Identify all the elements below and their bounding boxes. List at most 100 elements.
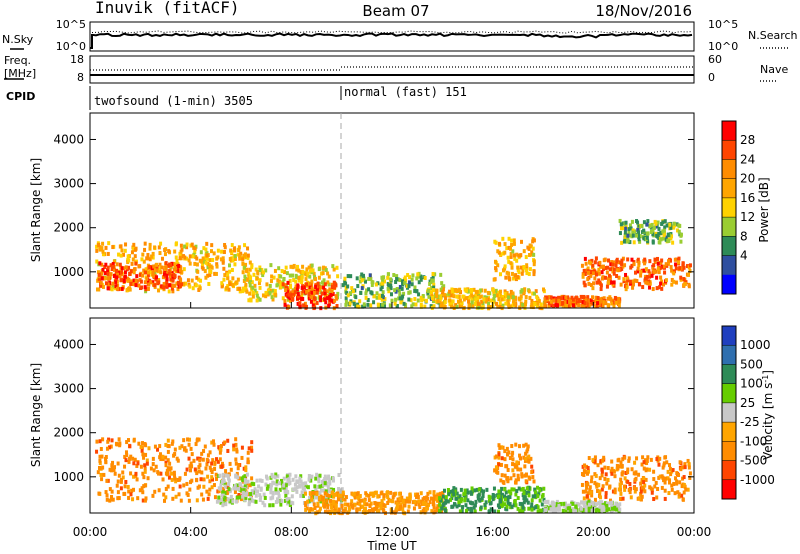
- data-cell: [289, 285, 293, 290]
- data-cell: [417, 280, 421, 285]
- data-cell: [679, 275, 683, 280]
- data-cell: [426, 491, 430, 496]
- data-cell: [413, 285, 417, 290]
- data-cell: [255, 298, 259, 303]
- data-cell: [129, 454, 133, 459]
- data-cell: [228, 269, 232, 274]
- data-cell: [166, 466, 170, 471]
- data-cell: [226, 448, 230, 453]
- data-cell: [283, 498, 287, 503]
- data-cell: [656, 220, 660, 225]
- data-cell: [253, 487, 257, 492]
- data-cell: [142, 484, 146, 489]
- data-cell: [471, 294, 475, 299]
- data-cell: [97, 287, 101, 292]
- data-cell: [627, 487, 631, 492]
- data-cell: [285, 497, 289, 502]
- data-cell: [101, 284, 105, 289]
- data-cell: [604, 494, 608, 499]
- data-cell: [233, 262, 237, 267]
- data-cell: [612, 280, 616, 285]
- data-cell: [110, 438, 114, 443]
- data-cell: [627, 456, 631, 461]
- data-cell: [245, 267, 249, 272]
- data-cell: [160, 265, 164, 270]
- data-cell: [299, 479, 303, 484]
- data-cell: [624, 233, 628, 238]
- data-cell: [443, 293, 447, 298]
- data-cell: [484, 500, 488, 505]
- time-tick-label: 12:00: [375, 525, 410, 539]
- data-cell: [609, 262, 613, 267]
- data-cell: [295, 479, 299, 484]
- data-cell: [104, 281, 108, 286]
- data-cell: [106, 286, 110, 291]
- data-cell: [503, 250, 507, 255]
- data-cell: [424, 506, 428, 511]
- data-cell: [331, 291, 335, 296]
- data-cell: [653, 259, 657, 264]
- data-cell: [322, 278, 326, 283]
- data-cell: [509, 254, 513, 259]
- data-cell: [589, 509, 593, 514]
- data-cell: [336, 274, 340, 279]
- data-cell: [628, 490, 632, 495]
- data-cell: [599, 297, 603, 302]
- data-cell: [299, 493, 303, 498]
- data-cell: [441, 287, 445, 292]
- data-cell: [304, 277, 308, 282]
- data-cell: [676, 490, 680, 495]
- colorbar-swatch: [722, 274, 736, 295]
- data-cell: [531, 239, 535, 244]
- data-cell: [143, 466, 147, 471]
- data-cell: [143, 469, 147, 474]
- data-cell: [243, 265, 247, 270]
- data-cell: [407, 504, 411, 509]
- cpid-mode-1: twofsound (1-min) 3505: [94, 94, 253, 108]
- data-cell: [467, 299, 471, 304]
- data-cell: [320, 291, 324, 296]
- data-cell: [646, 219, 650, 224]
- data-cell: [522, 290, 526, 295]
- data-cell: [688, 263, 692, 268]
- data-cell: [259, 495, 263, 500]
- data-cell: [348, 507, 352, 512]
- data-cell: [336, 291, 340, 296]
- data-cell: [527, 493, 531, 498]
- data-cell: [389, 277, 393, 282]
- data-cell: [151, 271, 155, 276]
- data-cell: [448, 289, 452, 294]
- data-cell: [105, 493, 109, 498]
- data-cell: [626, 238, 630, 243]
- data-cell: [101, 465, 105, 470]
- data-cell: [670, 282, 674, 287]
- data-cell: [341, 492, 345, 497]
- data-cell: [443, 304, 447, 309]
- data-cell: [217, 488, 221, 493]
- data-cell: [400, 498, 404, 503]
- data-cell: [585, 471, 589, 476]
- data-cell: [479, 505, 483, 510]
- data-cell: [516, 496, 520, 501]
- data-cell: [373, 490, 377, 495]
- data-cell: [451, 488, 455, 493]
- data-cell: [96, 470, 100, 475]
- data-cell: [371, 280, 375, 285]
- data-cell: [457, 288, 461, 293]
- data-cell: [555, 507, 559, 512]
- data-cell: [419, 274, 423, 279]
- data-cell: [661, 236, 665, 241]
- data-cell: [179, 243, 183, 248]
- data-cell: [243, 287, 247, 292]
- data-cell: [674, 262, 678, 267]
- data-cell: [258, 278, 262, 283]
- data-cell: [95, 248, 99, 253]
- data-cell: [210, 475, 214, 480]
- y-tick-label: 4000: [53, 132, 84, 146]
- data-cell: [325, 476, 329, 481]
- freq-label-line2: [MHz]: [4, 67, 36, 80]
- data-cell: [245, 277, 249, 282]
- data-cell: [503, 449, 507, 454]
- data-cell: [540, 494, 544, 499]
